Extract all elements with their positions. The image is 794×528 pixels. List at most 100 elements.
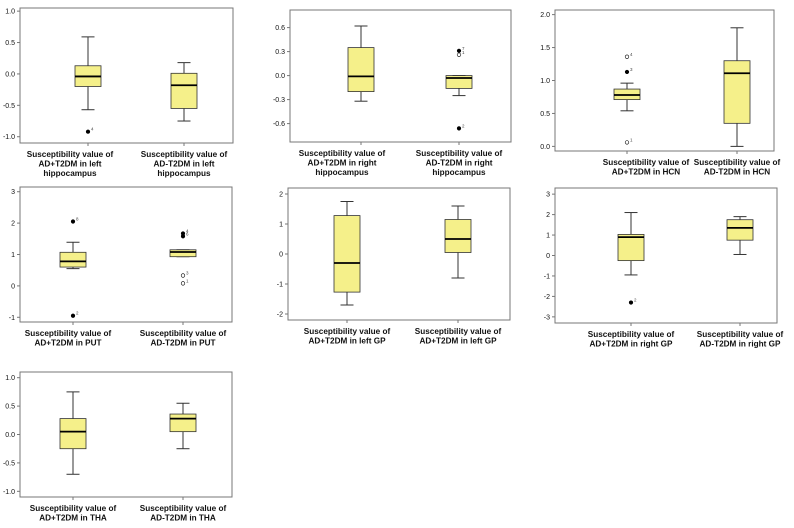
x-category-label: Susceptibility value of — [27, 150, 114, 159]
plot-frame — [19, 7, 234, 144]
boxplot-panel-7: 1.0 0.5 0.0 -0.5 -1.0 Susceptibility value of… — [3, 371, 233, 523]
boxplot-panel-1: 1.0 0.5 0.0 -0.5 -1.0 4 Susceptibility value o… — [3, 7, 234, 178]
x-category-label: Susceptibility value of — [697, 330, 784, 339]
y-tick-label: 2 — [279, 192, 283, 199]
x-category-label: AD-T2DM in HCN — [704, 168, 770, 177]
outlier-point — [180, 281, 186, 286]
outlier-label: 7 — [462, 46, 465, 51]
plot-frame — [289, 9, 512, 143]
y-tick-label: 2 — [11, 221, 15, 228]
outlier-point — [180, 273, 186, 278]
plot-frame — [19, 186, 233, 323]
y-tick-label: 1 — [546, 233, 550, 240]
y-tick-label: 0.6 — [275, 25, 285, 32]
y-tick-label: 0.0 — [5, 432, 15, 439]
outlier-point — [624, 54, 630, 59]
y-tick-label: 0.0 — [540, 144, 550, 151]
outlier-label: 3 — [630, 67, 633, 72]
x-category-label: Susceptibility value of — [25, 329, 112, 338]
outlier-label: 1 — [462, 50, 465, 55]
iqr-box — [169, 413, 197, 433]
x-category-label: hippocampus — [43, 169, 97, 178]
y-tick-label: 1 — [279, 222, 283, 229]
x-category-label: Susceptibility value of — [694, 158, 781, 167]
outlier-label: 4 — [186, 228, 189, 233]
outlier-point — [624, 140, 630, 145]
y-tick-label: 3 — [546, 192, 550, 199]
y-tick-label: -0.6 — [273, 121, 285, 128]
x-category-label: AD-T2DM in PUT — [150, 339, 215, 348]
x-category-label: AD-T2DM in right GP — [700, 340, 781, 349]
y-tick-label: 0.3 — [275, 49, 285, 56]
x-category-label: Susceptibility value of — [416, 149, 503, 158]
y-tick-label: 0 — [546, 253, 550, 260]
outlier-point — [456, 48, 462, 53]
plot-frame — [287, 187, 511, 321]
x-category-label: hippocampus — [157, 169, 211, 178]
plot-frame — [554, 187, 778, 324]
y-tick-label: 0 — [279, 252, 283, 259]
y-tick-label: -0.5 — [3, 460, 15, 467]
outlier-point — [180, 234, 186, 239]
x-category-label: Susceptibility value of — [603, 158, 690, 167]
x-category-label: hippocampus — [432, 168, 486, 177]
x-category-label: AD+T2DM in right — [308, 159, 377, 168]
x-category-label: Susceptibility value of — [304, 327, 391, 336]
iqr-box — [444, 219, 472, 253]
y-tick-label: -1.0 — [3, 489, 15, 496]
y-tick-label: 2 — [546, 212, 550, 219]
outlier-label: 4 — [630, 52, 633, 57]
y-tick-label: -1 — [544, 273, 550, 280]
y-tick-label: 1.0 — [5, 375, 15, 382]
x-category-label: Susceptibility value of — [141, 150, 228, 159]
y-tick-label: 1.0 — [540, 78, 550, 85]
x-category-label: hippocampus — [315, 168, 369, 177]
iqr-box — [59, 418, 87, 450]
x-category-label: AD+T2DM in HCN — [612, 168, 681, 177]
y-tick-label: -0.3 — [273, 97, 285, 104]
y-tick-label: 0.5 — [540, 111, 550, 118]
outlier-point — [628, 300, 634, 305]
plot-frame — [19, 371, 233, 498]
x-category-label: AD-T2DM in left — [154, 160, 215, 169]
y-tick-label: 2.0 — [540, 12, 550, 19]
y-tick-label: 1 — [11, 252, 15, 259]
boxplot-panel-2: 0.6 0.3 0.0 -0.3 -0.6 Susceptibility value of… — [273, 9, 512, 177]
iqr-box — [333, 215, 361, 293]
outlier-point — [70, 313, 76, 318]
y-tick-label: -3 — [544, 314, 550, 321]
y-tick-label: 1.0 — [5, 9, 15, 16]
outlier-label: 2 — [634, 298, 637, 303]
outlier-label: 6 — [186, 231, 189, 236]
x-category-label: Susceptibility value of — [415, 327, 502, 336]
x-category-label: AD-T2DM in THA — [150, 514, 216, 523]
outlier-point — [70, 219, 76, 224]
iqr-box — [617, 234, 645, 262]
outlier-point — [456, 52, 462, 57]
x-category-label: AD-T2DM in right — [426, 159, 493, 168]
iqr-box — [59, 251, 87, 268]
y-tick-label: 0.5 — [5, 40, 15, 47]
outlier-label: 1 — [186, 278, 189, 283]
x-category-label: AD+T2DM in left GP — [419, 337, 497, 346]
x-category-label: Susceptibility value of — [140, 329, 227, 338]
iqr-box — [347, 47, 375, 92]
outlier-label: 2 — [76, 311, 79, 316]
iqr-box — [170, 72, 198, 109]
y-tick-label: -0.5 — [3, 103, 15, 110]
outlier-label: 3 — [186, 271, 189, 276]
